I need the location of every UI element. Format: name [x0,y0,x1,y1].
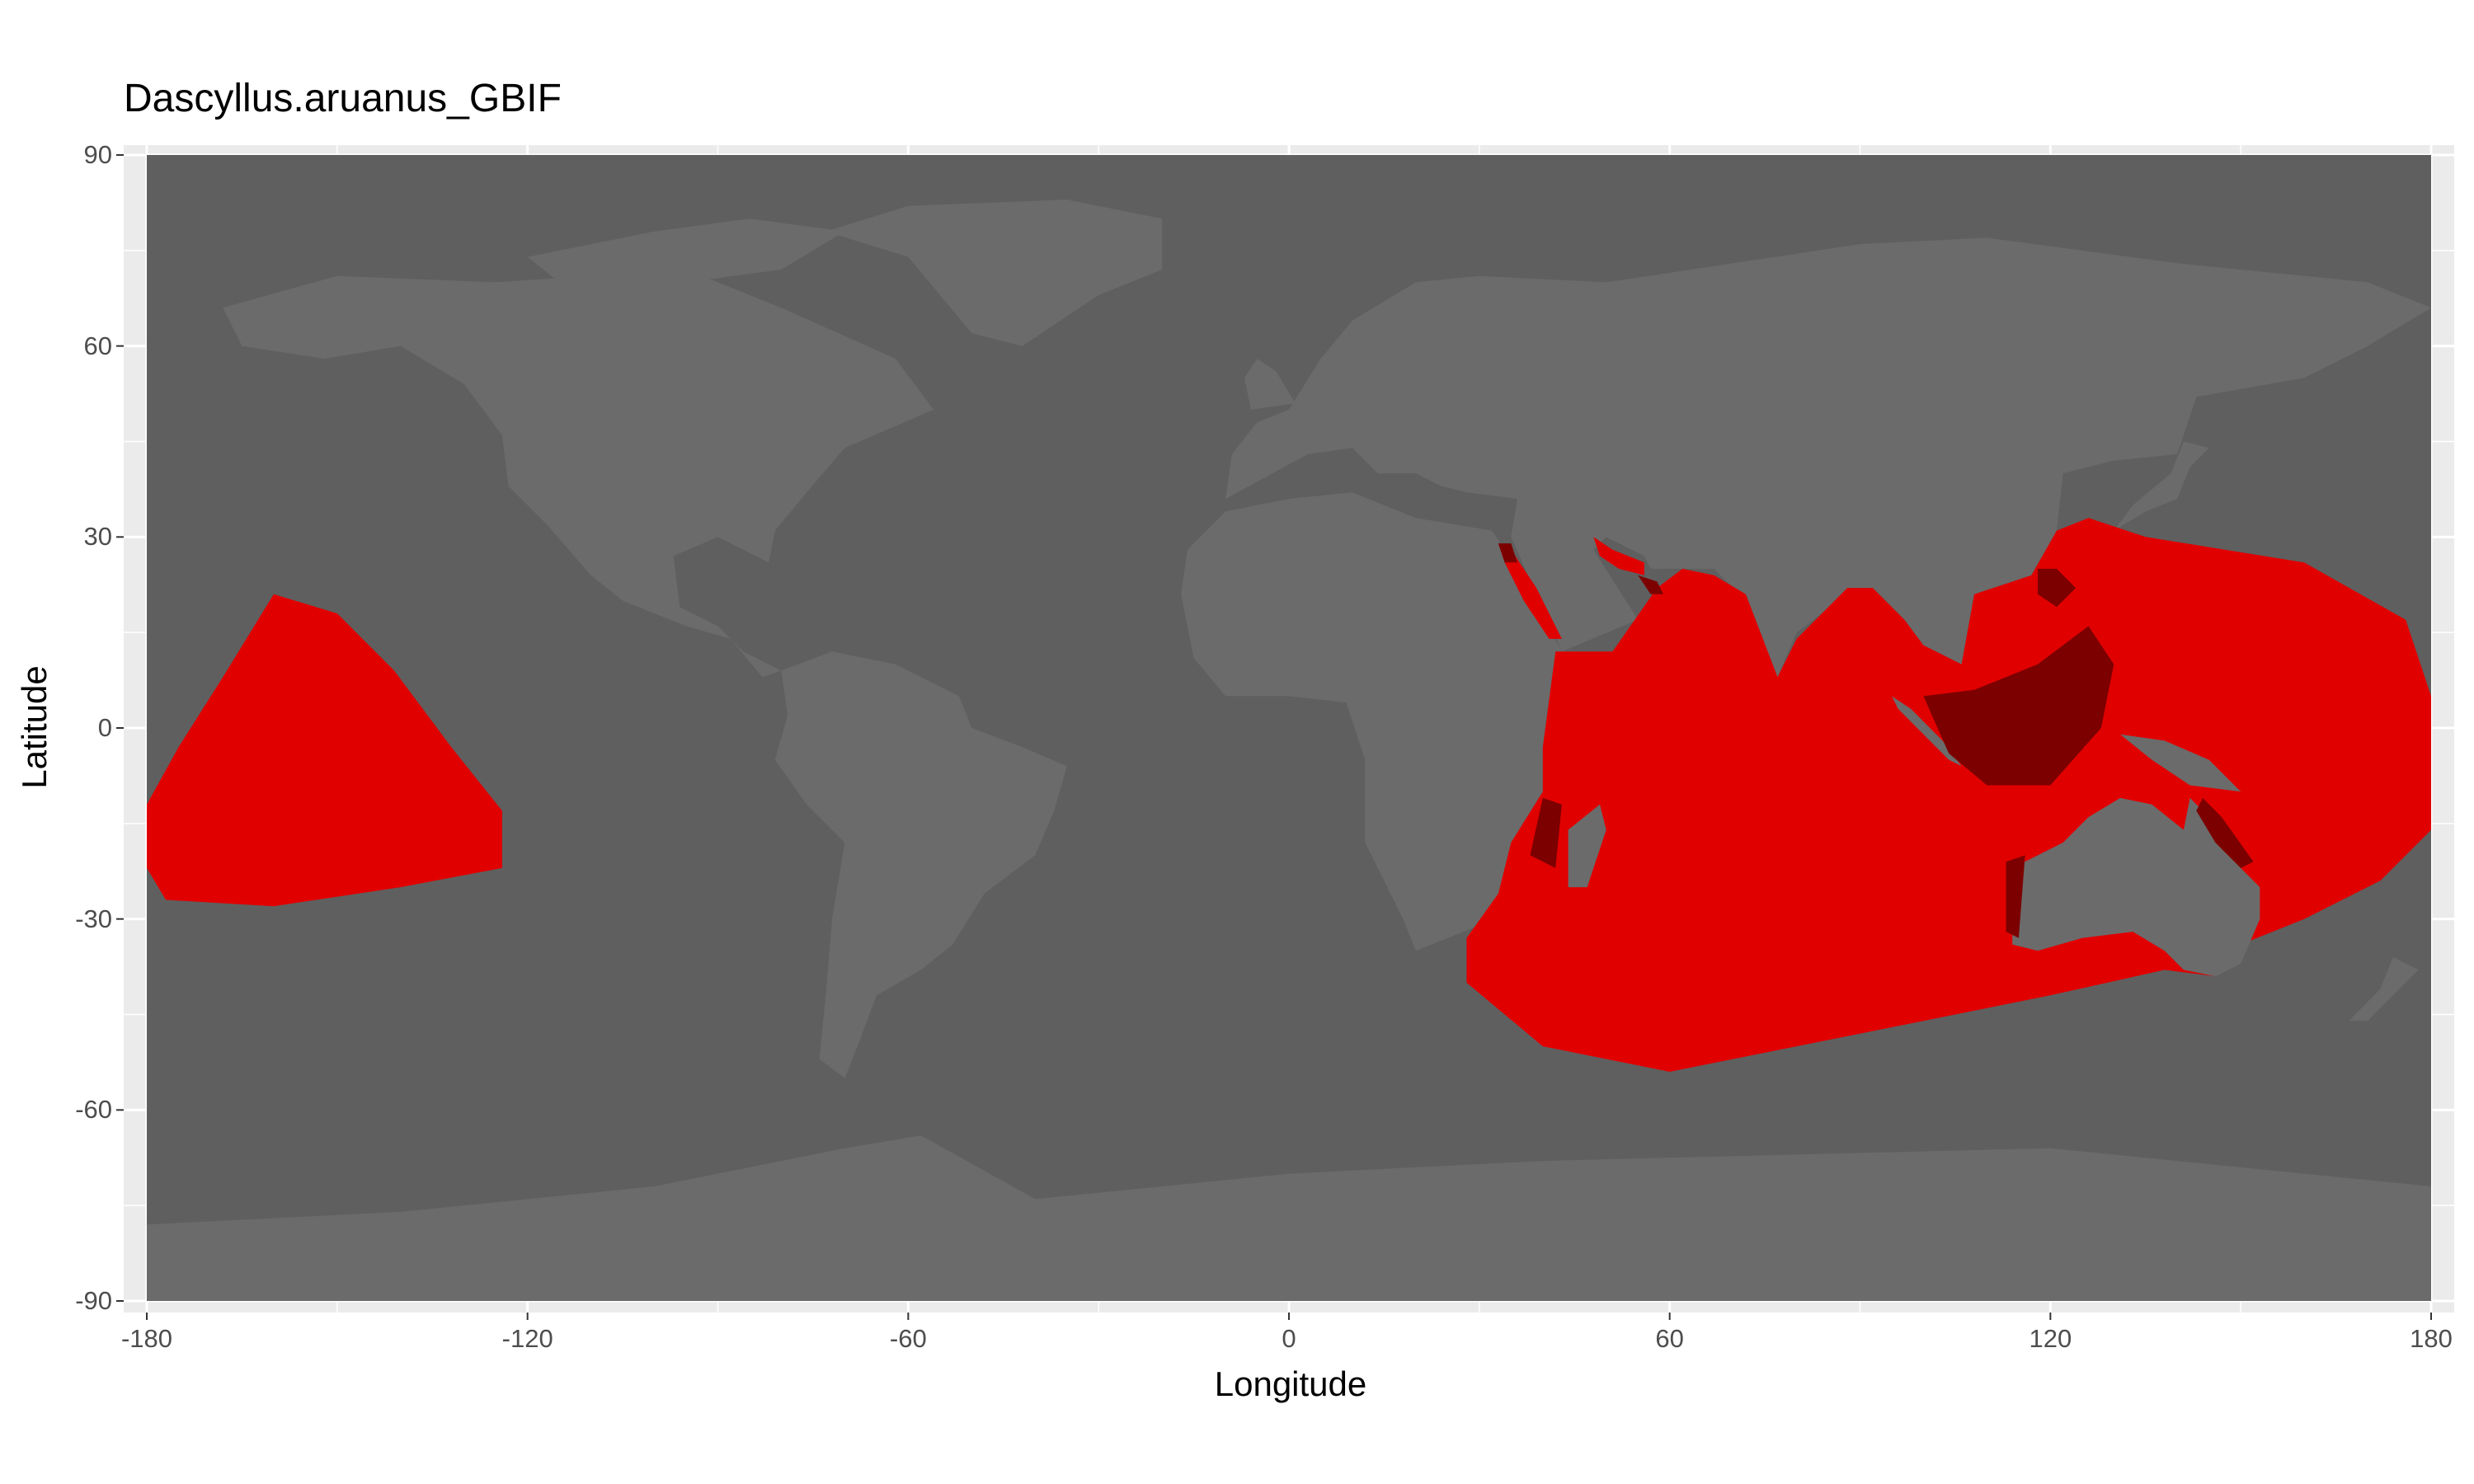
land-overlay-region [2012,797,2260,977]
land-region [1244,359,1296,410]
y-tick-label: 30 [83,522,112,552]
range-high-layer [1498,543,2260,977]
predicted-range-high-region [2037,568,2077,608]
land-region [1181,492,1613,951]
predicted-range-high-region [1638,575,1663,594]
land-region [527,218,845,283]
land-region [147,1135,2431,1301]
land-region [825,200,1163,346]
land-region [1225,237,2431,722]
y-tick-label: -60 [75,1095,112,1125]
predicted-range-region [1593,537,1644,575]
land-overlay-region [2120,734,2241,792]
x-tick-label: 60 [1655,1324,1684,1353]
predicted-range-high-region [2196,797,2254,868]
x-tick-label: -60 [889,1324,927,1353]
predicted-range-region [1498,543,1562,639]
y-tick-label: -30 [75,904,112,933]
axis-ticks [116,154,2432,1320]
x-tick-label: -180 [120,1324,173,1353]
land-region [2349,957,2419,1021]
predicted-range-high-region [1498,543,1517,563]
predicted-range-region [147,594,502,907]
x-tick-label: 120 [2029,1324,2072,1353]
plot-title: Dascyllus.aruanus_GBIF [124,77,562,120]
y-tick-label: 0 [97,713,112,742]
x-tick-label: 180 [2410,1324,2453,1353]
land-region [223,270,934,678]
predicted-range-high-region [1923,626,2114,786]
land-overlay-region [1892,696,1962,767]
x-tick-label: 0 [1282,1324,1296,1353]
land-overlay-region [1568,804,1606,888]
land-region [774,651,1067,1078]
y-axis-title: Latitude [15,665,54,789]
x-axis-title: Longitude [1214,1364,1367,1403]
y-tick-label: 60 [83,331,112,360]
land-region [2114,441,2209,531]
predicted-range-high-region [1530,797,1562,868]
y-tick-label: 90 [83,140,112,169]
y-tick-label: -90 [75,1286,112,1315]
x-tick-label: -120 [501,1324,553,1353]
predicted-range-high-region [2006,855,2025,938]
